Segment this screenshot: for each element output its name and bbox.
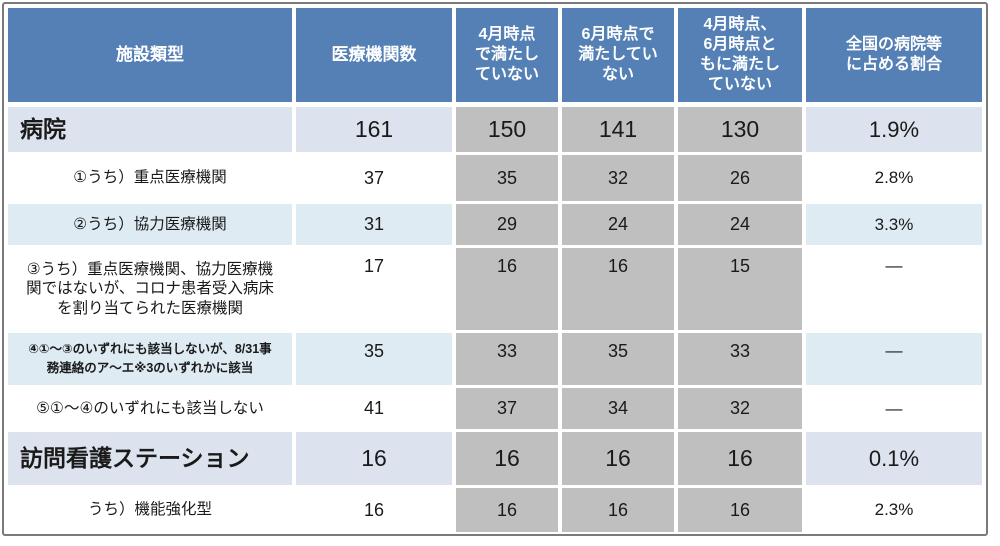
both-unmet-cell: 16 [678,432,802,485]
both-unmet-cell: 24 [678,204,802,245]
national-share-cell: ― [806,388,982,429]
june-unmet-cell: 32 [562,155,674,201]
both-unmet-cell: 15 [678,248,802,330]
table-header-row: 施設類型 医療機関数 4月時点 で満たし ていない 6月時点で 満たしてい ない 4月時… [8,8,982,102]
row-label: ③うち）重点医療機関、協力医療機 関ではないが、コロナ患者受入病床 を割り当てら… [8,248,292,330]
row-label: ①うち）重点医療機関 [8,155,292,201]
table-row: ①うち）重点医療機関 37 35 32 26 2.8% [8,155,982,201]
national-share-cell: 2.3% [806,488,982,532]
count-cell: 17 [296,248,452,330]
table-row: ⑤①～④のいずれにも該当しない 41 37 34 32 ― [8,388,982,429]
april-unmet-cell: 37 [456,388,558,429]
table-body: 病院 161 150 141 130 1.9% ①うち）重点医療機関 37 35 32 26 2.8%… [8,107,982,532]
april-unmet-cell: 33 [456,333,558,385]
row-label: ⑤①～④のいずれにも該当しない [8,388,292,429]
count-cell: 35 [296,333,452,385]
national-share-cell: 2.8% [806,155,982,201]
table-row: ④①～③のいずれにも該当しないが、8/31事 務連絡のア～エ※3のいずれかに該当… [8,333,982,385]
column-header-april-june-both-unmet: 4月時点、 6月時点と もに満たし ていない [678,8,802,102]
june-unmet-cell: 141 [562,107,674,152]
both-unmet-cell: 26 [678,155,802,201]
april-unmet-cell: 16 [456,248,558,330]
row-label: ④①～③のいずれにも該当しないが、8/31事 務連絡のア～エ※3のいずれかに該当 [8,333,292,385]
count-cell: 161 [296,107,452,152]
national-share-cell: ― [806,248,982,330]
april-unmet-cell: 35 [456,155,558,201]
april-unmet-cell: 150 [456,107,558,152]
row-label: うち）機能強化型 [8,488,292,532]
table-row: ③うち）重点医療機関、協力医療機 関ではないが、コロナ患者受入病床 を割り当てら… [8,248,982,330]
april-unmet-cell: 16 [456,432,558,485]
both-unmet-cell: 130 [678,107,802,152]
row-label: ②うち）協力医療機関 [8,204,292,245]
count-cell: 41 [296,388,452,429]
row-label: 訪問看護ステーション [8,432,292,485]
april-unmet-cell: 29 [456,204,558,245]
column-header-june-unmet: 6月時点で 満たしてい ない [562,8,674,102]
column-header-facility-type: 施設類型 [8,8,292,102]
june-unmet-cell: 16 [562,248,674,330]
both-unmet-cell: 33 [678,333,802,385]
table-row: うち）機能強化型 16 16 16 16 2.3% [8,488,982,532]
june-unmet-cell: 16 [562,488,674,532]
april-unmet-cell: 16 [456,488,558,532]
june-unmet-cell: 16 [562,432,674,485]
count-cell: 31 [296,204,452,245]
facility-compliance-table: 施設類型 医療機関数 4月時点 で満たし ていない 6月時点で 満たしてい ない 4月時… [8,8,982,532]
table-row: 病院 161 150 141 130 1.9% [8,107,982,152]
both-unmet-cell: 16 [678,488,802,532]
table-row: 訪問看護ステーション 16 16 16 16 0.1% [8,432,982,485]
count-cell: 16 [296,432,452,485]
june-unmet-cell: 35 [562,333,674,385]
row-label: 病院 [8,107,292,152]
national-share-cell: ― [806,333,982,385]
column-header-national-share: 全国の病院等 に占める割合 [806,8,982,102]
june-unmet-cell: 24 [562,204,674,245]
june-unmet-cell: 34 [562,388,674,429]
national-share-cell: 3.3% [806,204,982,245]
national-share-cell: 1.9% [806,107,982,152]
both-unmet-cell: 32 [678,388,802,429]
table-row: ②うち）協力医療機関 31 29 24 24 3.3% [8,204,982,245]
national-share-cell: 0.1% [806,432,982,485]
count-cell: 37 [296,155,452,201]
table-frame: 施設類型 医療機関数 4月時点 で満たし ていない 6月時点で 満たしてい ない 4月時… [2,2,988,536]
column-header-institution-count: 医療機関数 [296,8,452,102]
count-cell: 16 [296,488,452,532]
column-header-april-unmet: 4月時点 で満たし ていない [456,8,558,102]
